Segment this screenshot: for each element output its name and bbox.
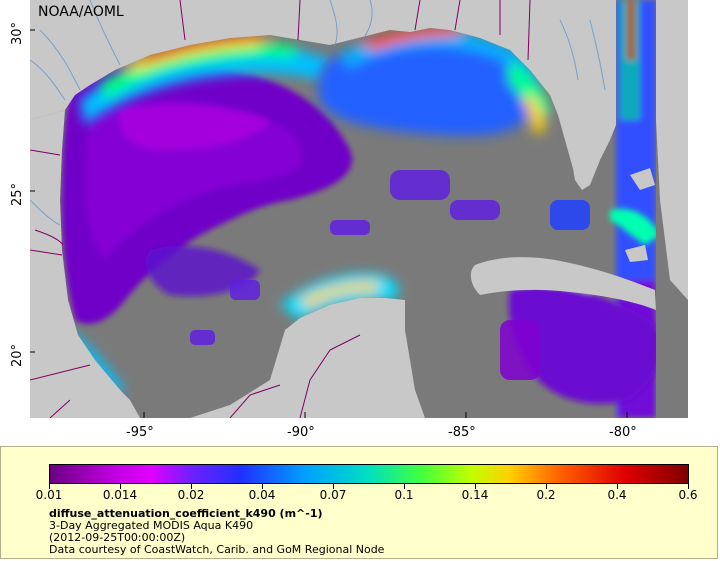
x-tick-label: -80° <box>609 425 637 440</box>
colorbar-tick-label: 0.02 <box>177 488 205 502</box>
political-borders <box>30 0 531 418</box>
data-date: (2012-09-25T00:00:00Z) <box>49 531 186 544</box>
data-western-gulf <box>61 62 352 324</box>
colorbar-tick-label: 0.04 <box>248 488 276 502</box>
colorbar-tick <box>475 484 476 489</box>
colorbar-tick <box>688 484 689 489</box>
colorbar <box>49 464 689 484</box>
colorbar-tick <box>546 484 547 489</box>
data-louisiana-coast <box>318 27 550 136</box>
rivers <box>30 0 606 226</box>
colorbar-tick-label: 0.07 <box>319 488 347 502</box>
colorbar-tick-label: 0.1 <box>394 488 414 502</box>
colorbar-tick <box>333 484 334 489</box>
x-tick-label: -95° <box>126 425 154 440</box>
colorbar-tick <box>617 484 618 489</box>
colorbar-tick-label: 0.01 <box>35 488 63 502</box>
map-credit-label: NOAA/AOML <box>38 4 124 20</box>
land <box>30 0 688 418</box>
y-tick-label: 20° <box>10 343 25 367</box>
colorbar-tick-label: 0.2 <box>536 488 556 502</box>
colorbar-tick <box>120 484 121 489</box>
map-image <box>30 0 688 418</box>
colorbar-tick-label: 0.14 <box>461 488 489 502</box>
colorbar-tick-label: 0.4 <box>607 488 627 502</box>
map-ticks <box>30 29 628 418</box>
data-scattered-patches <box>190 170 590 380</box>
x-tick-label: -90° <box>287 425 315 440</box>
y-tick-label: 30° <box>10 21 25 45</box>
y-tick-label: 25° <box>10 182 25 206</box>
x-tick-label: -85° <box>448 425 476 440</box>
map-panel[interactable]: NOAA/AOML <box>30 0 688 418</box>
product-description: 3-Day Aggregated MODIS Aqua K490 <box>49 519 254 532</box>
florida-peninsula <box>550 80 610 185</box>
data-courtesy: Data courtesy of CoastWatch, Carib. and … <box>49 543 385 556</box>
colorbar-tick <box>262 484 263 489</box>
colorbar-tick <box>191 484 192 489</box>
colorbar-tick <box>49 484 50 489</box>
data-northern-coast <box>80 34 330 125</box>
variable-name: diffuse_attenuation_coefficient_k490 (m^… <box>49 507 323 520</box>
colorbar-tick-label: 0.014 <box>102 488 138 502</box>
colorbar-tick <box>404 484 405 489</box>
legend-panel: 0.01 0.014 0.02 0.04 0.07 0.1 0.14 0.2 0… <box>0 446 718 559</box>
colorbar-tick-label: 0.6 <box>678 488 698 502</box>
